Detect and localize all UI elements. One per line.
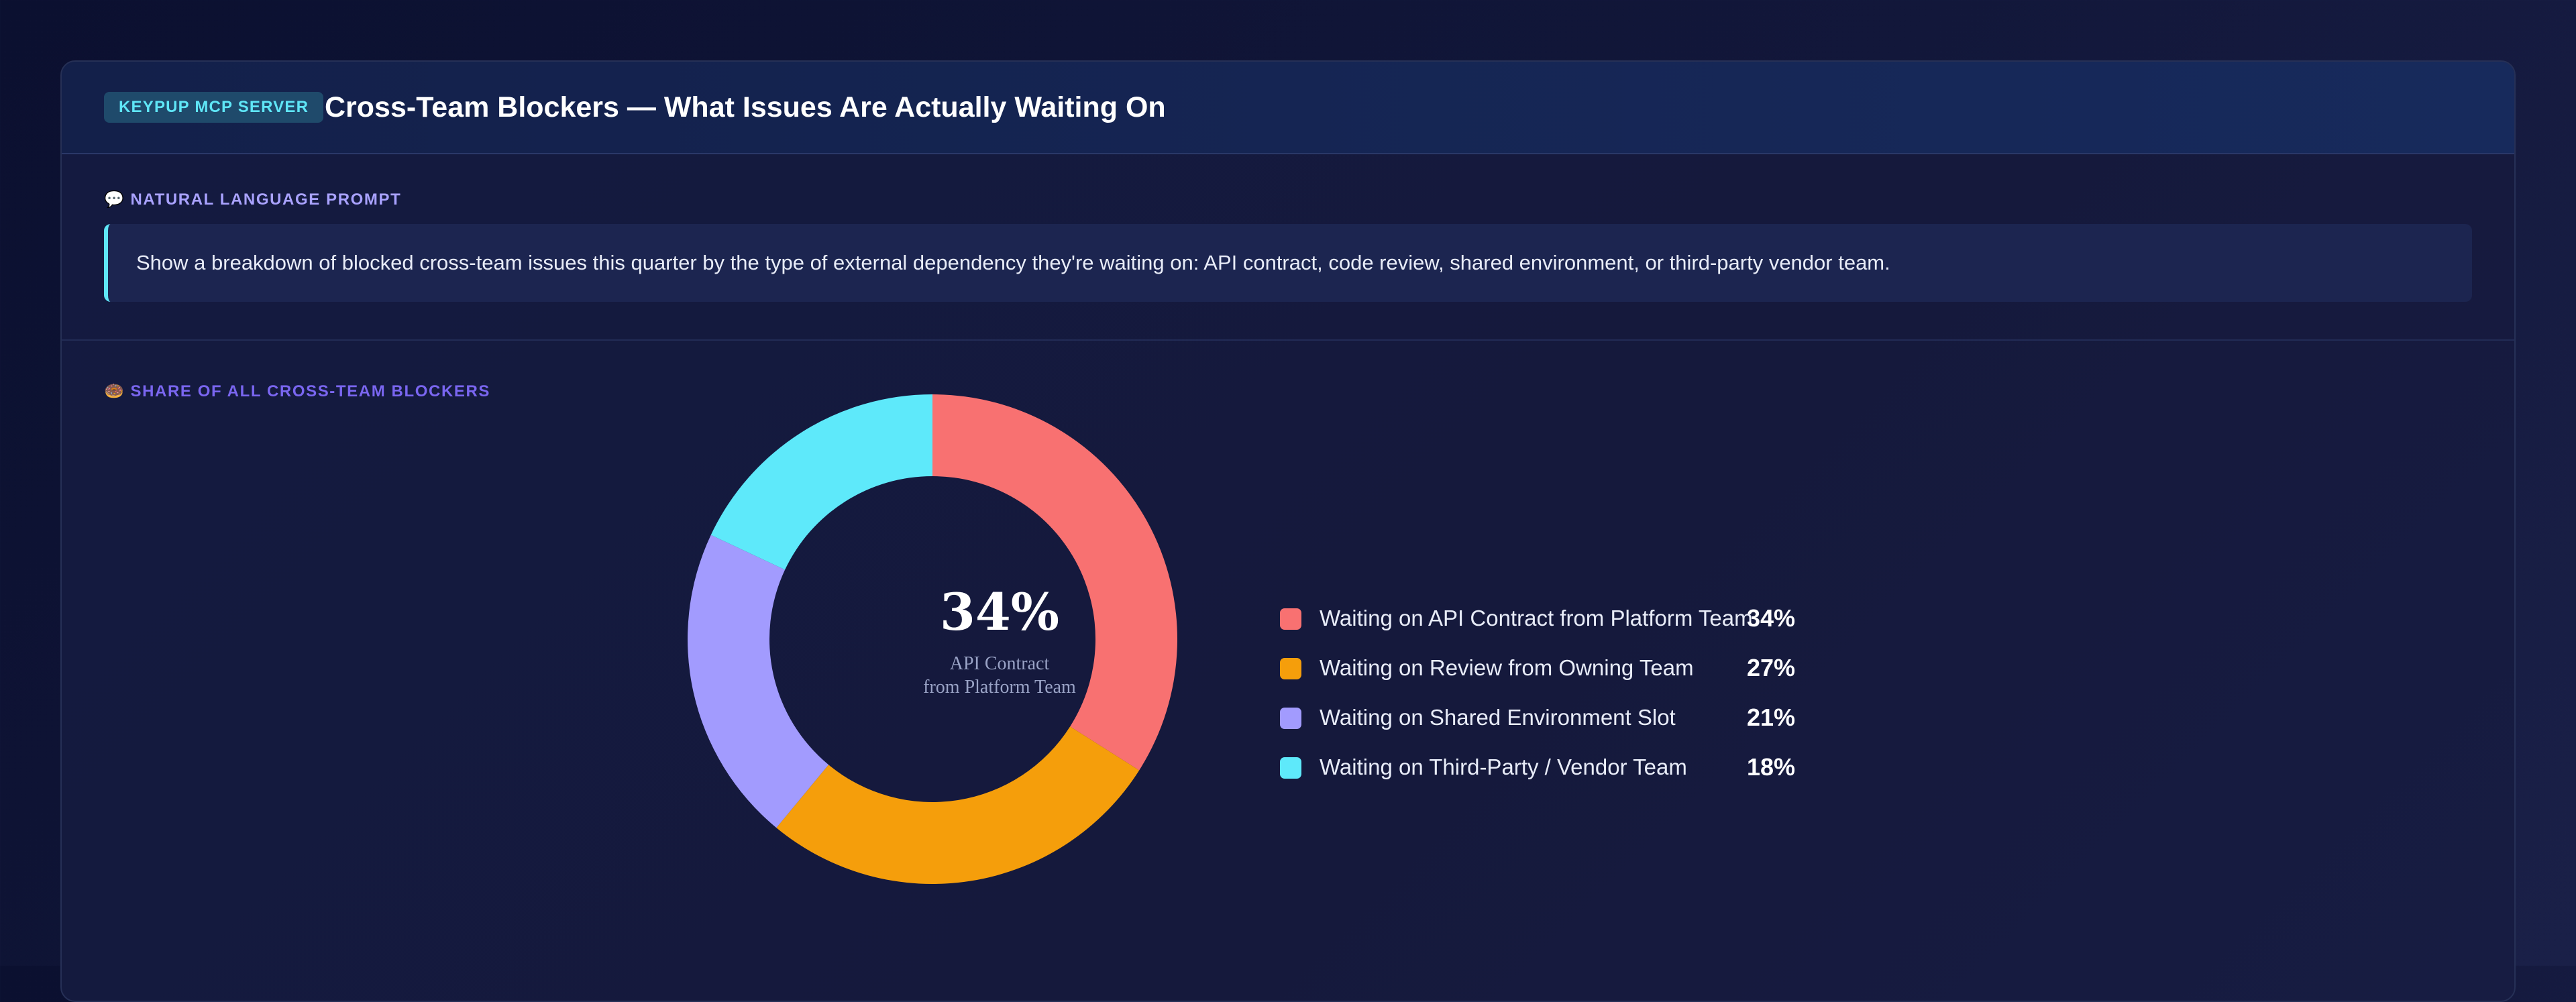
donut-chart	[688, 394, 1178, 884]
center-caption-line1: API Contract	[949, 653, 1050, 674]
section-divider	[62, 339, 2514, 341]
legend-item: Waiting on Shared Environment Slot 21%	[1280, 703, 1884, 732]
legend-value: 27%	[1747, 654, 1796, 681]
legend-value: 18%	[1747, 753, 1796, 781]
legend-swatch	[1280, 708, 1301, 729]
legend-value: 21%	[1747, 704, 1796, 731]
donut-slice-4	[710, 394, 932, 570]
legend-item: Waiting on Review from Owning Team 27%	[1280, 653, 1884, 683]
share-label-text: SHARE OF ALL CROSS-TEAM BLOCKERS	[130, 382, 491, 400]
legend-label: Waiting on Shared Environment Slot	[1320, 705, 1676, 730]
legend-item: Waiting on API Contract from Platform Te…	[1280, 604, 1884, 633]
speech-bubble-icon: 💬	[104, 190, 125, 209]
legend-label: Waiting on Review from Owning Team	[1320, 655, 1694, 680]
legend-label: Waiting on API Contract from Platform Te…	[1320, 606, 1753, 630]
donut-slice-2	[776, 726, 1140, 884]
legend-item: Waiting on Third-Party / Vendor Team 18%	[1280, 753, 1884, 782]
donut-center-caption: API Contract from Platform Team	[849, 652, 1150, 699]
page-title: Cross-Team Blockers — What Issues Are Ac…	[325, 91, 1166, 123]
donut-icon: 🍩	[104, 382, 125, 400]
server-badge: KEYPUP MCP SERVER	[104, 92, 324, 123]
center-caption-line2: from Platform Team	[923, 677, 1076, 698]
prompt-text: Show a breakdown of blocked cross-team i…	[136, 251, 1890, 274]
prompt-label-text: NATURAL LANGUAGE PROMPT	[130, 190, 402, 209]
legend-swatch	[1280, 757, 1301, 779]
prompt-section-label: 💬 NATURAL LANGUAGE PROMPT	[104, 189, 401, 210]
legend-swatch	[1280, 658, 1301, 679]
legend-label: Waiting on Third-Party / Vendor Team	[1320, 755, 1687, 779]
blockers-card: KEYPUP MCP SERVER Cross-Team Blockers — …	[60, 60, 2516, 1002]
legend-value: 34%	[1747, 604, 1796, 632]
share-section-label: 🍩 SHARE OF ALL CROSS-TEAM BLOCKERS	[104, 381, 490, 402]
donut-center-value: 34%	[940, 582, 1059, 642]
prompt-box: Show a breakdown of blocked cross-team i…	[104, 224, 2472, 302]
donut-slice-1	[932, 394, 1178, 771]
donut-slice-3	[688, 535, 829, 828]
card-header: KEYPUP MCP SERVER Cross-Team Blockers — …	[62, 62, 2514, 154]
legend-swatch	[1280, 608, 1301, 630]
